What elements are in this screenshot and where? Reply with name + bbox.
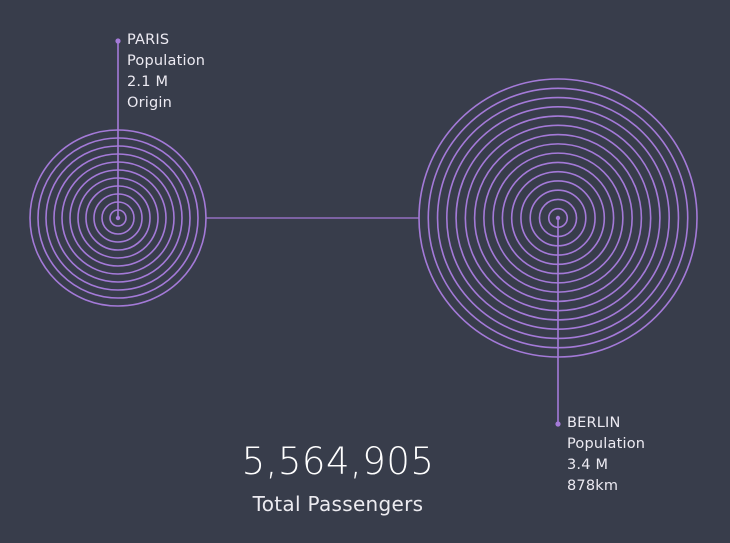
total-passengers-label: Total Passengers xyxy=(252,492,424,516)
berlin-population-label: Population xyxy=(567,436,646,452)
paris-city-name: PARIS xyxy=(127,32,170,48)
berlin-leader-dot xyxy=(555,421,561,427)
berlin-label: BERLIN Population 3.4 M 878km xyxy=(567,413,645,497)
paris-origin-note: Origin xyxy=(127,95,173,111)
berlin-distance-note: 878km xyxy=(567,478,619,494)
total-passengers-value: 5,564,905 xyxy=(241,440,435,483)
paris-label: PARIS Population 2.1 M Origin xyxy=(127,30,205,114)
paris-leader-dot xyxy=(115,38,121,44)
paris-population-label: Population xyxy=(127,53,206,69)
berlin-population-value: 3.4 M xyxy=(567,457,609,473)
paris-population-value: 2.1 M xyxy=(127,74,169,90)
berlin-city-name: BERLIN xyxy=(567,415,621,431)
